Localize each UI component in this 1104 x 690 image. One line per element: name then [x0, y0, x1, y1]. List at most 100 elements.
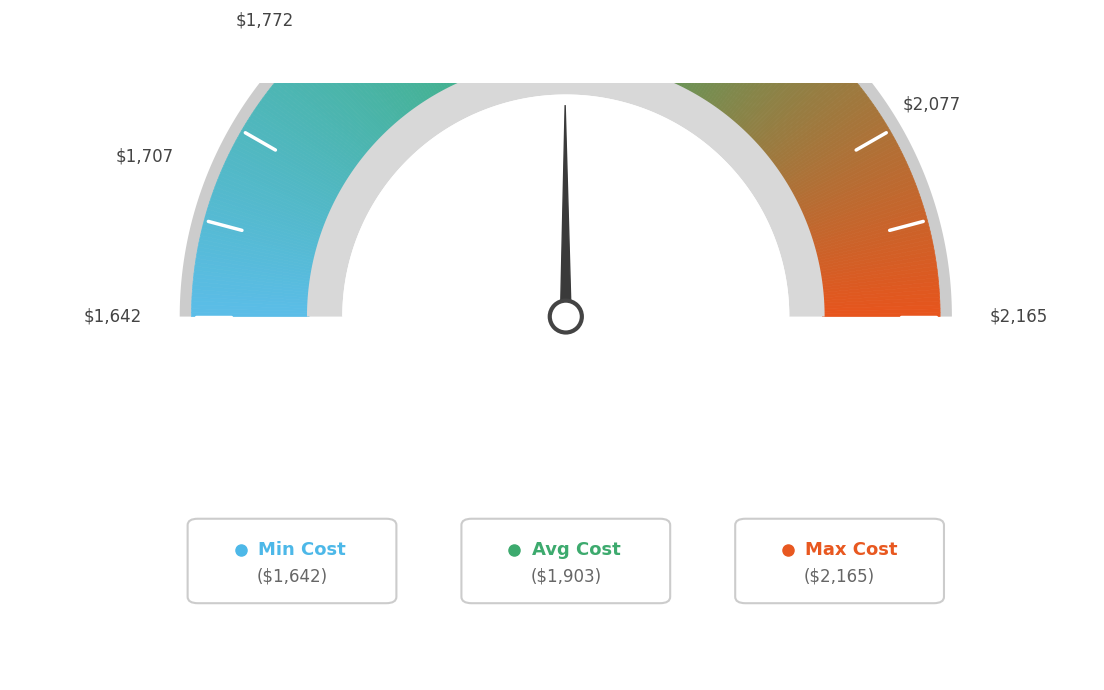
Polygon shape: [811, 209, 925, 246]
Polygon shape: [774, 98, 871, 169]
Polygon shape: [755, 65, 843, 146]
Polygon shape: [403, 0, 457, 87]
Polygon shape: [595, 0, 613, 63]
Polygon shape: [454, 0, 491, 73]
Polygon shape: [806, 184, 916, 228]
Polygon shape: [379, 0, 439, 96]
Polygon shape: [808, 195, 921, 235]
Polygon shape: [491, 0, 518, 66]
Polygon shape: [480, 0, 510, 68]
Polygon shape: [519, 0, 537, 63]
Polygon shape: [593, 0, 608, 63]
Polygon shape: [614, 0, 640, 66]
Polygon shape: [633, 0, 667, 71]
Polygon shape: [789, 134, 894, 194]
Polygon shape: [606, 0, 628, 65]
Polygon shape: [818, 247, 934, 271]
Polygon shape: [342, 95, 789, 317]
Polygon shape: [650, 0, 692, 77]
Polygon shape: [719, 18, 792, 113]
Polygon shape: [503, 0, 526, 65]
Polygon shape: [193, 274, 311, 290]
Polygon shape: [244, 124, 347, 187]
Polygon shape: [662, 0, 711, 81]
Polygon shape: [822, 301, 940, 308]
Polygon shape: [716, 16, 789, 112]
Polygon shape: [192, 286, 310, 298]
Polygon shape: [231, 148, 337, 203]
Polygon shape: [450, 0, 489, 74]
Polygon shape: [192, 289, 310, 301]
Polygon shape: [342, 16, 415, 112]
Polygon shape: [362, 3, 428, 103]
Polygon shape: [193, 277, 310, 293]
Polygon shape: [191, 309, 309, 314]
Polygon shape: [753, 62, 841, 144]
Polygon shape: [684, 0, 743, 92]
Polygon shape: [625, 0, 655, 69]
Polygon shape: [822, 309, 941, 314]
Polygon shape: [221, 169, 330, 218]
Polygon shape: [307, 59, 825, 317]
Polygon shape: [803, 172, 912, 220]
Polygon shape: [417, 0, 466, 83]
Polygon shape: [764, 79, 857, 156]
Polygon shape: [327, 28, 404, 120]
Polygon shape: [815, 224, 930, 256]
Polygon shape: [710, 9, 779, 107]
Polygon shape: [539, 0, 550, 62]
Polygon shape: [735, 37, 816, 127]
Polygon shape: [795, 148, 901, 203]
Polygon shape: [723, 23, 798, 117]
Text: ($1,903): ($1,903): [530, 568, 602, 586]
Polygon shape: [799, 161, 907, 213]
Polygon shape: [794, 144, 900, 201]
Polygon shape: [680, 0, 735, 89]
Polygon shape: [245, 121, 348, 184]
Polygon shape: [346, 13, 417, 110]
Polygon shape: [640, 0, 678, 73]
Polygon shape: [309, 43, 392, 130]
Polygon shape: [194, 266, 311, 284]
Polygon shape: [822, 313, 941, 317]
Polygon shape: [820, 274, 938, 290]
Polygon shape: [201, 232, 316, 261]
Polygon shape: [692, 0, 753, 96]
Polygon shape: [461, 0, 497, 72]
Polygon shape: [561, 105, 571, 317]
Polygon shape: [205, 213, 319, 248]
Polygon shape: [790, 137, 895, 196]
Polygon shape: [802, 169, 911, 218]
Polygon shape: [443, 0, 484, 76]
Polygon shape: [204, 217, 319, 250]
Ellipse shape: [550, 301, 582, 333]
Polygon shape: [421, 0, 469, 81]
Polygon shape: [446, 0, 487, 75]
Polygon shape: [250, 114, 351, 180]
Polygon shape: [737, 40, 819, 129]
Polygon shape: [247, 117, 349, 182]
Polygon shape: [321, 32, 400, 124]
Polygon shape: [330, 25, 406, 119]
Polygon shape: [192, 297, 309, 306]
Polygon shape: [523, 0, 539, 63]
Polygon shape: [202, 224, 317, 256]
Polygon shape: [743, 48, 828, 135]
Polygon shape: [635, 0, 670, 72]
Polygon shape: [267, 88, 363, 162]
Polygon shape: [316, 37, 396, 127]
Polygon shape: [340, 18, 413, 113]
Polygon shape: [258, 101, 357, 171]
Polygon shape: [485, 0, 512, 68]
Polygon shape: [822, 305, 940, 311]
Polygon shape: [697, 0, 760, 99]
Polygon shape: [337, 20, 411, 115]
Polygon shape: [531, 0, 544, 63]
Polygon shape: [587, 0, 601, 63]
Polygon shape: [785, 124, 888, 187]
Polygon shape: [813, 217, 927, 250]
Polygon shape: [816, 235, 932, 264]
Polygon shape: [432, 0, 476, 79]
Polygon shape: [227, 155, 335, 208]
Text: $1,642: $1,642: [84, 308, 142, 326]
